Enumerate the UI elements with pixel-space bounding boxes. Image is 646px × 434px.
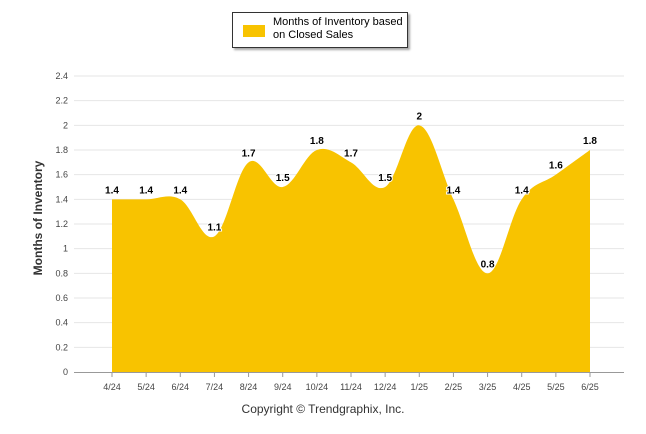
- data-label: 1.5: [276, 173, 290, 184]
- x-tick-label: 9/24: [274, 382, 292, 392]
- x-tick-label: 3/25: [479, 382, 497, 392]
- data-label: 1.8: [310, 136, 324, 147]
- y-tick-label: 0.6: [55, 293, 68, 303]
- data-label: 1.4: [515, 185, 529, 196]
- series-area: [112, 125, 590, 372]
- data-label: 2: [417, 111, 423, 122]
- data-label: 1.8: [583, 136, 597, 147]
- x-tick-label: 6/25: [581, 382, 599, 392]
- data-label: 1.4: [105, 185, 119, 196]
- y-tick-label: 2.4: [55, 71, 68, 81]
- legend-swatch: [243, 25, 265, 37]
- axes: 0 0.2 0.4 0.6 0.8 1 1.2 1.4 1.6 1.8 2 2.2 2.4 4/24 5/2…: [55, 71, 624, 392]
- y-tick-label: 1.8: [55, 145, 68, 155]
- legend: Months of Inventory based on Closed Sale…: [232, 12, 408, 48]
- data-labels: 1.4 1.4 1.4 1.1 1.7 1.5 1.8 1.7 1.5 2 1.4 0.8 1.4 1.6…: [104, 110, 598, 271]
- x-tick-label: 4/24: [103, 382, 121, 392]
- y-tick-label: 2.2: [55, 96, 68, 106]
- y-axis-title: Months of Inventory: [31, 160, 45, 276]
- x-tick-label: 10/24: [306, 382, 329, 392]
- data-label: 1.5: [378, 173, 392, 184]
- data-label: 1.4: [446, 185, 460, 196]
- data-label: 1.6: [549, 161, 563, 172]
- y-tick-label: 1.4: [55, 194, 68, 204]
- x-tick-label: 6/24: [172, 382, 190, 392]
- x-tick-label: 11/24: [340, 382, 362, 392]
- y-tick-label: 0.4: [55, 318, 68, 328]
- y-tick-label: 0: [63, 367, 68, 377]
- x-tick-label: 8/24: [240, 382, 258, 392]
- data-label: 1.7: [242, 148, 256, 159]
- y-tick-label: 1.6: [55, 170, 68, 180]
- x-tick-label: 12/24: [374, 382, 397, 392]
- y-tick-label: 0.2: [55, 342, 68, 352]
- x-tick-label: 5/24: [137, 382, 155, 392]
- y-tick-label: 0.8: [55, 268, 68, 278]
- y-tick-label: 2: [63, 120, 68, 130]
- x-tick-label: 4/25: [513, 382, 531, 392]
- x-tick-label: 7/24: [206, 382, 224, 392]
- data-label: 1.7: [344, 148, 358, 159]
- data-label: 0.8: [481, 259, 495, 270]
- x-tick-label: 1/25: [411, 382, 429, 392]
- x-tick-label: 5/25: [547, 382, 565, 392]
- y-tick-label: 1.2: [55, 219, 68, 229]
- data-label: 1.1: [207, 222, 221, 233]
- y-tick-label: 1: [63, 244, 68, 254]
- x-tick-label: 2/25: [445, 382, 463, 392]
- data-label: 1.4: [173, 185, 187, 196]
- data-label: 1.4: [139, 185, 153, 196]
- legend-label: Months of Inventory based on Closed Sale…: [273, 16, 403, 41]
- copyright-text: Copyright © Trendgraphix, Inc.: [241, 402, 405, 416]
